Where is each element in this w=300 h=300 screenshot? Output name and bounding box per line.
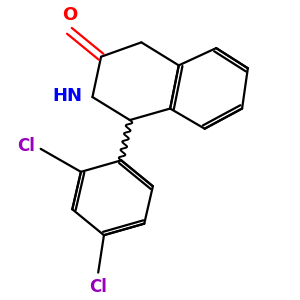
Text: HN: HN bbox=[52, 87, 83, 105]
Text: O: O bbox=[62, 6, 77, 24]
Text: Cl: Cl bbox=[89, 278, 107, 296]
Text: Cl: Cl bbox=[17, 137, 35, 155]
